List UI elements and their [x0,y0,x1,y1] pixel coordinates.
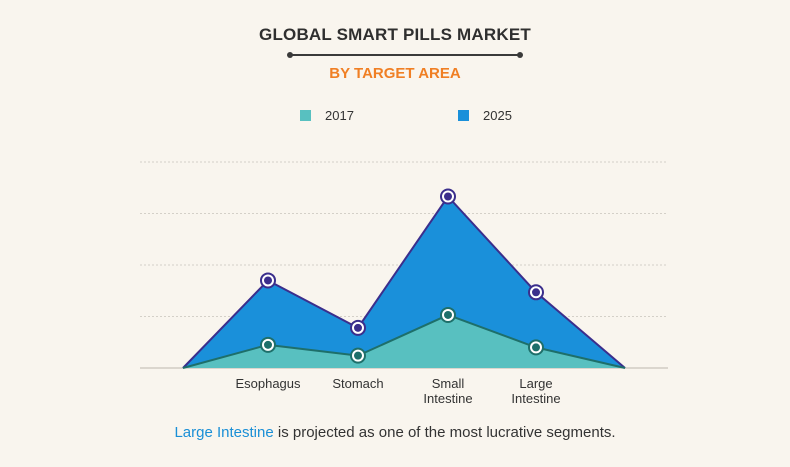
x-tick-label: Stomach [332,376,383,391]
line-2017 [182,313,626,369]
legend-label-2017: 2017 [325,108,354,123]
footer-highlight: Large Intestine [174,424,274,441]
legend-item-2025: 2025 [458,108,512,123]
x-tick-label: Small Intestine [423,376,472,406]
title-divider [287,52,523,58]
x-tick-label: Large Intestine [511,376,560,406]
area-2017 [183,314,625,368]
line-2025 [182,195,626,369]
point-2025 [444,192,452,201]
point-2017 [354,351,362,360]
legend-swatch-2025 [458,110,469,121]
point-2025 [354,323,362,332]
area-2025 [183,196,625,368]
point-2017 [532,343,540,352]
x-tick-label: Esophagus [235,376,301,391]
chart-title: GLOBAL SMART PILLS MARKET [259,25,531,44]
legend-label-2025: 2025 [483,108,512,123]
point-2017 [264,340,272,349]
point-2017 [444,310,452,319]
footer-text: is projected as one of the most lucrativ… [273,424,616,441]
point-2025 [264,276,272,285]
legend-swatch-2017 [300,110,311,121]
chart-subtitle: BY TARGET AREA [329,65,461,82]
footer-note: Large Intestine is projected as one of t… [0,424,790,441]
legend-item-2017: 2017 [300,108,354,123]
point-2025 [532,288,540,297]
